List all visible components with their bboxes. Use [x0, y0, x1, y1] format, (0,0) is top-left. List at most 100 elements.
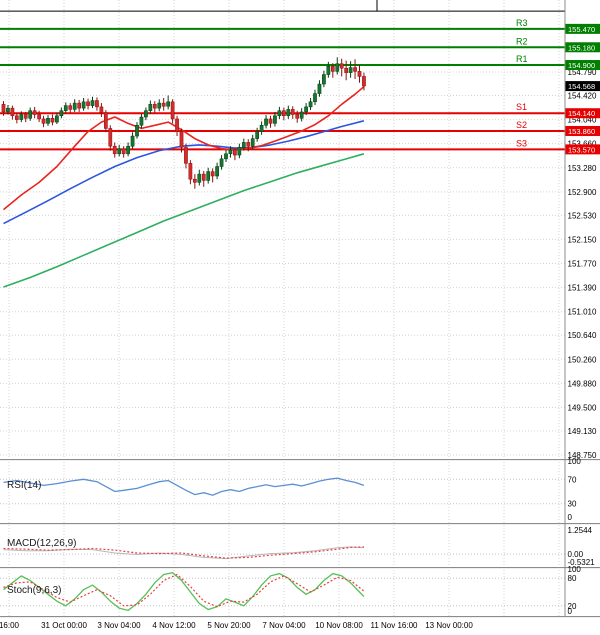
pivot-s2-badge-text: 153.860	[568, 127, 595, 136]
candle-body	[344, 67, 348, 73]
candle-body	[6, 107, 10, 113]
candle-body	[63, 105, 68, 111]
price-tick-label: 153.660	[568, 140, 597, 149]
price-tick-label: 151.010	[568, 308, 597, 317]
candle-body	[308, 101, 313, 108]
candle-body	[139, 116, 144, 126]
candle-body	[32, 110, 37, 115]
candle-body	[68, 105, 73, 110]
candle-body	[228, 149, 233, 155]
candle-body	[81, 101, 86, 109]
candlesticks	[1, 57, 366, 189]
stoch-panel	[0, 571, 565, 612]
rsi-axis-label: 70	[568, 475, 577, 484]
grid	[0, 0, 565, 616]
candle-body	[117, 148, 122, 155]
candle-body	[259, 125, 264, 132]
candle-body	[59, 110, 64, 117]
candle-body	[130, 135, 135, 147]
current-price-badge	[565, 81, 600, 92]
candle-body	[201, 173, 206, 181]
candle-body	[10, 107, 15, 117]
time-axis[interactable]: 16:00 31 Oct 00:00 3 Nov 04:00 4 Nov 12:00 5…	[0, 621, 473, 630]
candle-body	[326, 66, 331, 75]
macd-axis-label: 0.00	[568, 550, 584, 559]
candle-body	[362, 76, 366, 87]
candle-body	[273, 115, 277, 124]
price-tick-label: 154.040	[568, 116, 597, 125]
candle-body	[339, 63, 344, 69]
pivot-label-s3: S3	[516, 138, 527, 148]
macd-signal-line	[3, 546, 364, 559]
pivot-label-s2: S2	[516, 120, 527, 130]
candle-body	[268, 118, 273, 124]
price-tick-label: 151.770	[568, 260, 597, 269]
candle-body	[152, 104, 157, 109]
candle-body	[15, 115, 19, 120]
time-tick-label: 3 Nov 04:00	[97, 621, 141, 630]
stoch-axis-label: 100	[568, 565, 582, 574]
candle-body	[179, 131, 184, 148]
candle-body	[348, 67, 353, 73]
pivot-s1-badge	[565, 108, 600, 119]
candle-body	[219, 158, 224, 167]
candle-body	[264, 118, 268, 126]
candle-body	[241, 142, 246, 148]
fast-red-ma	[2, 85, 365, 211]
time-tick-label: 13 Nov 00:00	[425, 621, 473, 630]
pivot-label-r1: R1	[516, 54, 528, 64]
pivot-r1-badge	[565, 60, 600, 71]
pivot-s3-badge	[565, 144, 600, 155]
candle-body	[99, 106, 104, 113]
price-tick-label: 151.390	[568, 284, 597, 293]
candle-body	[330, 66, 335, 72]
mid-blue-ma	[3, 120, 365, 225]
candle-body	[121, 148, 126, 155]
candle-body	[1, 104, 6, 113]
candle-body	[175, 118, 179, 132]
candle-body	[170, 101, 175, 120]
candle-body	[148, 104, 153, 111]
stoch-axis-label: 0	[568, 607, 573, 616]
time-tick-label: 31 Oct 00:00	[41, 621, 87, 630]
candle-body	[50, 118, 55, 123]
candle-body	[304, 106, 308, 113]
pivot-s2-badge	[565, 125, 600, 136]
candle-body	[357, 71, 362, 77]
candle-body	[206, 171, 211, 181]
pivot-label-r3: R3	[516, 18, 528, 28]
pivot-r1-badge-text: 154.900	[568, 61, 595, 70]
candle-body	[210, 171, 215, 177]
time-tick-label: 10 Nov 08:00	[315, 621, 363, 630]
price-tick-label: 149.880	[568, 379, 597, 388]
price-tick-label: 149.500	[568, 403, 597, 412]
time-tick-label: 4 Nov 12:00	[152, 621, 196, 630]
candle-body	[237, 147, 242, 156]
candle-body	[277, 110, 282, 117]
pivot-s1-badge-text: 154.140	[568, 109, 595, 118]
candle-body	[246, 142, 251, 147]
candle-body	[197, 173, 202, 183]
candle-body	[77, 102, 82, 109]
stoch-axis-label: 20	[568, 602, 577, 611]
candle-body	[188, 163, 193, 180]
candle-body	[353, 67, 357, 72]
candle-body	[90, 100, 95, 106]
candle-body	[108, 128, 113, 147]
price-tick-label: 152.900	[568, 188, 597, 197]
candle-body	[72, 102, 77, 110]
candle-body	[313, 93, 317, 103]
stoch-axis-label: 80	[568, 574, 577, 583]
price-tick-label: 152.150	[568, 235, 597, 244]
candle-body	[41, 118, 46, 124]
candle-body	[282, 110, 286, 117]
time-tick-label: 11 Nov 16:00	[371, 621, 419, 630]
price-axis[interactable]: 154.790 154.420 154.040 153.660 153.280 152.9…	[565, 23, 600, 460]
slow-green-ma	[3, 153, 365, 288]
rsi-axis-label: 100	[568, 457, 582, 466]
candle-body	[215, 166, 219, 177]
candle-body	[233, 149, 237, 156]
